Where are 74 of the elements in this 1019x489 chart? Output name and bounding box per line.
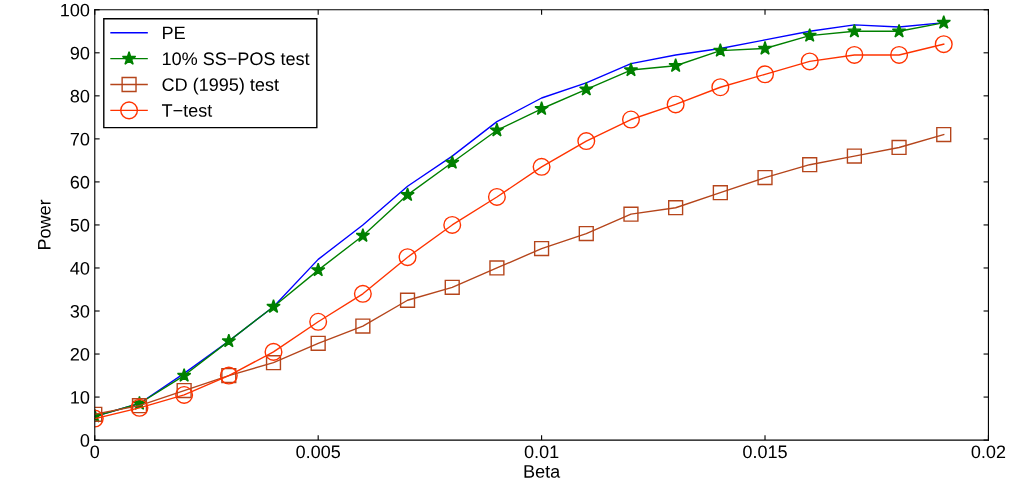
point (176, 382, 192, 399)
point (577, 131, 596, 151)
legend-label: 10% SS−POS test (162, 52, 310, 66)
point (623, 62, 639, 77)
point (712, 185, 728, 201)
legend-label: T−test (161, 104, 213, 117)
point (668, 58, 683, 73)
x-tick-label: 0 (90, 445, 100, 459)
point (802, 157, 818, 173)
point (846, 148, 863, 164)
point (310, 262, 326, 277)
point (443, 215, 462, 234)
point (533, 240, 550, 257)
point (578, 81, 594, 96)
point (578, 225, 594, 242)
point (489, 260, 505, 276)
point (623, 206, 639, 222)
point (175, 385, 194, 404)
point (355, 228, 371, 243)
point (847, 23, 862, 38)
x-tick-label: 0.015 (743, 445, 787, 459)
point (802, 27, 817, 42)
point (757, 40, 773, 55)
y-tick-label: 60 (70, 175, 90, 189)
point (353, 284, 372, 303)
point (934, 35, 953, 54)
point (891, 139, 907, 156)
y-axis-title: Power (38, 199, 51, 250)
x-tick-label: 0.01 (524, 445, 559, 459)
point (800, 52, 819, 71)
point (845, 45, 864, 64)
y-tick-label: 50 (70, 218, 90, 232)
y-tick-label: 70 (70, 132, 90, 146)
point (755, 65, 775, 84)
point (444, 154, 460, 169)
legend-label: PE (163, 26, 185, 40)
point (936, 15, 952, 30)
point (265, 355, 282, 371)
point (399, 292, 416, 308)
point (757, 169, 773, 186)
point (621, 110, 640, 129)
point (668, 200, 684, 216)
point (264, 342, 283, 361)
point (487, 187, 506, 206)
point (221, 333, 237, 348)
point (936, 126, 952, 143)
y-tick-label: 0 (80, 434, 90, 447)
point (666, 95, 685, 114)
point (398, 248, 417, 267)
x-axis-title: Beta (524, 465, 561, 478)
point (444, 279, 460, 295)
point (309, 312, 328, 331)
point (711, 78, 730, 97)
y-tick-label: 20 (70, 347, 90, 361)
point (355, 318, 371, 334)
point (266, 299, 281, 314)
point (534, 101, 549, 116)
point (890, 45, 909, 64)
point (713, 43, 728, 57)
y-tick-label: 100 (61, 3, 90, 17)
x-tick-label: 0.02 (971, 445, 1006, 459)
y-tick-label: 30 (70, 304, 90, 318)
point (176, 367, 192, 382)
x-tick-label: 0.005 (296, 445, 341, 459)
y-tick-label: 40 (70, 261, 90, 275)
point (310, 335, 326, 351)
point (400, 187, 415, 202)
legend-label: CD (1995) test (162, 77, 279, 95)
point (532, 157, 551, 176)
y-tick-label: 90 (70, 46, 90, 60)
y-tick-label: 10 (71, 391, 90, 404)
point (891, 23, 907, 38)
point (489, 122, 505, 137)
y-tick-label: 80 (70, 89, 90, 103)
